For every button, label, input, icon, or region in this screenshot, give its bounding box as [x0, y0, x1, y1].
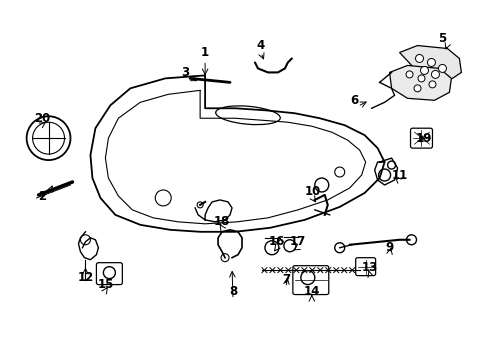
- Text: 12: 12: [77, 271, 93, 284]
- Text: 17: 17: [289, 235, 305, 248]
- Text: 4: 4: [256, 39, 264, 52]
- Text: 18: 18: [213, 215, 230, 228]
- Text: 13: 13: [361, 261, 377, 274]
- Text: 15: 15: [97, 278, 113, 291]
- Circle shape: [417, 75, 424, 82]
- Text: 8: 8: [228, 285, 237, 298]
- Circle shape: [415, 54, 423, 62]
- Text: 1: 1: [201, 46, 209, 59]
- Text: 3: 3: [181, 66, 189, 79]
- Circle shape: [413, 85, 420, 92]
- Circle shape: [428, 81, 435, 88]
- Circle shape: [438, 64, 446, 72]
- Text: 7: 7: [281, 273, 289, 286]
- Circle shape: [427, 58, 435, 67]
- Text: 9: 9: [385, 241, 393, 254]
- Text: 5: 5: [437, 32, 446, 45]
- Circle shape: [405, 71, 412, 78]
- Circle shape: [430, 71, 439, 78]
- Text: 2: 2: [39, 190, 46, 203]
- Text: 16: 16: [268, 235, 285, 248]
- Text: 20: 20: [34, 112, 51, 125]
- Text: 10: 10: [304, 185, 320, 198]
- Text: 19: 19: [414, 132, 431, 145]
- Polygon shape: [389, 66, 450, 100]
- Text: 11: 11: [390, 168, 407, 181]
- Circle shape: [420, 67, 427, 75]
- Polygon shape: [399, 45, 461, 80]
- Text: 14: 14: [303, 285, 319, 298]
- Text: 6: 6: [350, 94, 358, 107]
